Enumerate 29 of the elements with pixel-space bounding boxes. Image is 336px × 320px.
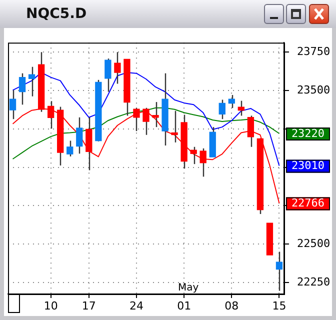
candlestick — [200, 148, 206, 178]
x-tick-label: 08 — [224, 299, 239, 312]
candlestick — [218, 99, 226, 120]
candlestick — [104, 58, 112, 92]
x-tick-label: 24 — [129, 299, 144, 312]
x-tick-label: 15 — [272, 299, 286, 312]
candlestick — [86, 116, 92, 171]
data-label: 23010 — [291, 159, 325, 172]
candlestick — [76, 116, 83, 154]
candlestick — [66, 140, 74, 157]
y-tick-label: 23750 — [297, 44, 330, 58]
chart-title: NQC5.D — [26, 6, 87, 22]
candlestick — [9, 90, 16, 120]
candlestick — [18, 72, 26, 106]
candlestick — [228, 94, 235, 109]
candlestick — [28, 66, 36, 97]
x-tick-label: 01 — [177, 299, 192, 312]
data-label: 23220 — [291, 126, 325, 140]
annotation: May — [178, 282, 199, 294]
x-tick-label: 10 — [44, 299, 58, 312]
y-tick-label: 22250 — [297, 275, 330, 288]
candlestick — [276, 251, 283, 292]
candlestick — [114, 52, 121, 84]
y-tick-label: 22500 — [297, 236, 330, 250]
candlestick — [190, 146, 197, 165]
data-label: 22766 — [291, 196, 325, 210]
candlestick — [247, 115, 254, 148]
x-tick-label: 17 — [82, 299, 96, 312]
y-tick-label: 23500 — [297, 83, 330, 96]
